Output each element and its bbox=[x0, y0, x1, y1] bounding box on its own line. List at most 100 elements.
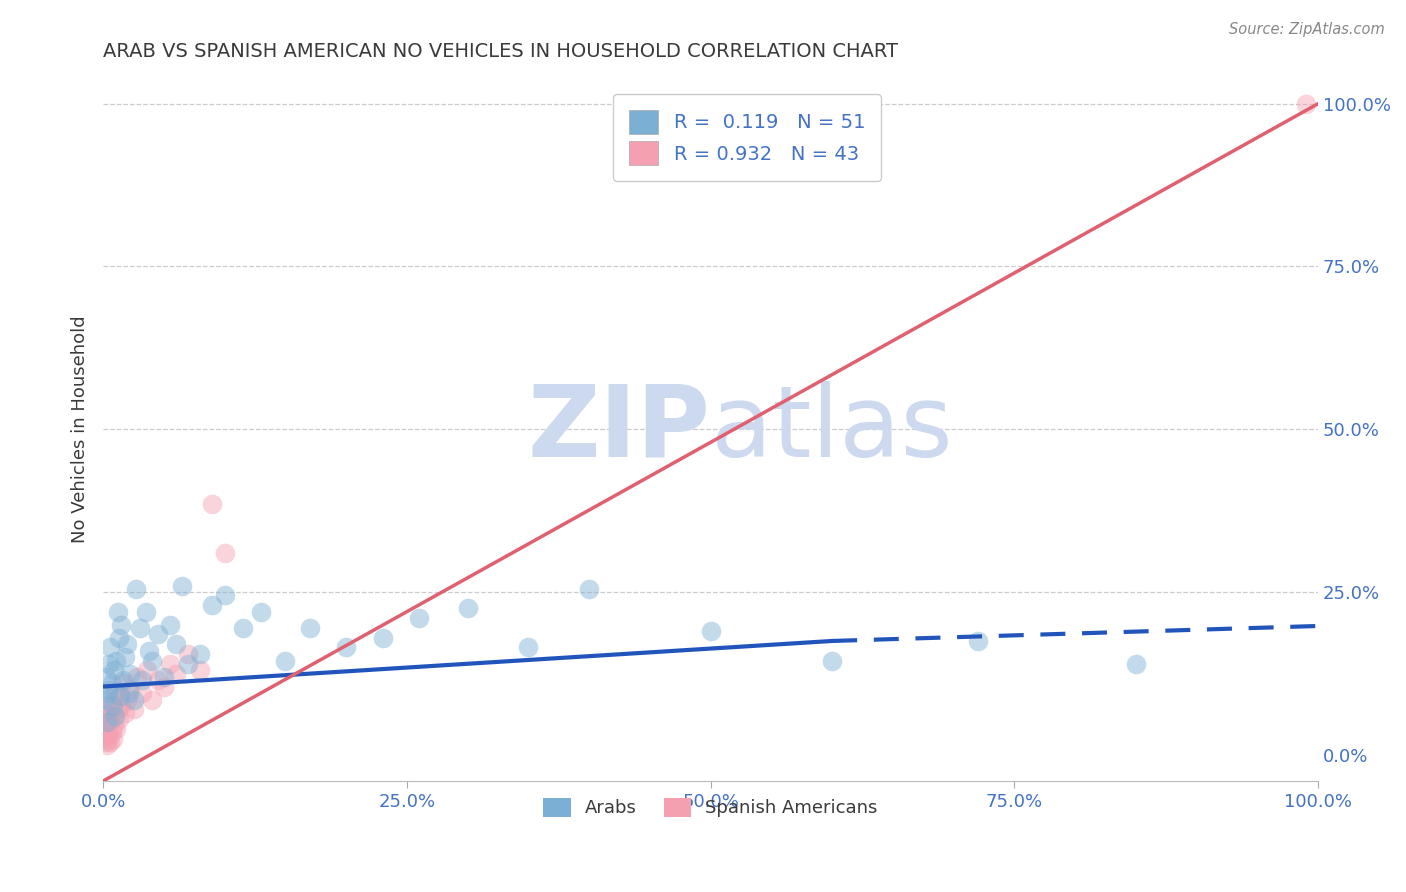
Point bbox=[188, 647, 211, 661]
Point bbox=[97, 731, 120, 746]
Point bbox=[214, 588, 236, 602]
Point bbox=[122, 702, 145, 716]
Point bbox=[101, 709, 124, 723]
Point bbox=[517, 640, 540, 655]
Point bbox=[96, 722, 118, 736]
Point bbox=[94, 709, 117, 723]
Point bbox=[135, 663, 157, 677]
Point bbox=[104, 709, 127, 723]
Point bbox=[201, 497, 224, 511]
Text: Source: ZipAtlas.com: Source: ZipAtlas.com bbox=[1229, 22, 1385, 37]
Point bbox=[177, 657, 200, 671]
Point bbox=[114, 706, 136, 720]
Point bbox=[110, 699, 132, 714]
Text: atlas: atlas bbox=[710, 381, 952, 478]
Point bbox=[1125, 657, 1147, 671]
Point bbox=[699, 624, 721, 639]
Point bbox=[232, 621, 254, 635]
Point bbox=[98, 657, 121, 671]
Point bbox=[93, 731, 115, 746]
Point bbox=[93, 692, 115, 706]
Point bbox=[100, 735, 122, 749]
Point bbox=[122, 692, 145, 706]
Point bbox=[93, 715, 115, 730]
Point bbox=[335, 640, 357, 655]
Point bbox=[96, 738, 118, 752]
Point bbox=[97, 712, 120, 726]
Point bbox=[135, 605, 157, 619]
Point bbox=[105, 722, 128, 736]
Point bbox=[103, 663, 125, 677]
Point bbox=[94, 670, 117, 684]
Y-axis label: No Vehicles in Household: No Vehicles in Household bbox=[72, 316, 89, 543]
Point bbox=[131, 673, 153, 687]
Point bbox=[201, 598, 224, 612]
Point bbox=[105, 653, 128, 667]
Legend: Arabs, Spanish Americans: Arabs, Spanish Americans bbox=[536, 791, 884, 825]
Point bbox=[165, 666, 187, 681]
Point bbox=[103, 718, 125, 732]
Text: ARAB VS SPANISH AMERICAN NO VEHICLES IN HOUSEHOLD CORRELATION CHART: ARAB VS SPANISH AMERICAN NO VEHICLES IN … bbox=[103, 42, 898, 61]
Point bbox=[100, 676, 122, 690]
Point bbox=[298, 621, 321, 635]
Point bbox=[100, 640, 122, 655]
Point bbox=[967, 634, 990, 648]
Point bbox=[1295, 96, 1317, 111]
Point bbox=[153, 670, 176, 684]
Point bbox=[371, 631, 394, 645]
Point bbox=[165, 637, 187, 651]
Text: ZIP: ZIP bbox=[527, 381, 710, 478]
Point bbox=[100, 696, 122, 710]
Point bbox=[98, 728, 121, 742]
Point bbox=[153, 680, 176, 694]
Point bbox=[96, 715, 118, 730]
Point bbox=[111, 676, 134, 690]
Point bbox=[408, 611, 430, 625]
Point bbox=[108, 690, 131, 704]
Point bbox=[118, 682, 141, 697]
Point bbox=[159, 617, 181, 632]
Point bbox=[457, 601, 479, 615]
Point bbox=[98, 706, 121, 720]
Point bbox=[131, 686, 153, 700]
Point bbox=[114, 650, 136, 665]
Point bbox=[118, 666, 141, 681]
Point bbox=[125, 582, 148, 596]
Point bbox=[117, 692, 139, 706]
Point bbox=[141, 692, 163, 706]
Point bbox=[108, 631, 131, 645]
Point bbox=[188, 663, 211, 677]
Point bbox=[172, 579, 194, 593]
Point bbox=[138, 644, 160, 658]
Point bbox=[104, 686, 127, 700]
Point bbox=[250, 605, 273, 619]
Point bbox=[94, 735, 117, 749]
Point bbox=[177, 647, 200, 661]
Point bbox=[578, 582, 600, 596]
Point bbox=[128, 621, 150, 635]
Point bbox=[274, 653, 297, 667]
Point bbox=[117, 686, 139, 700]
Point bbox=[108, 712, 131, 726]
Point bbox=[214, 546, 236, 560]
Point bbox=[127, 670, 149, 684]
Point bbox=[107, 702, 129, 716]
Point bbox=[98, 682, 121, 697]
Point bbox=[110, 617, 132, 632]
Point bbox=[100, 715, 122, 730]
Point bbox=[111, 673, 134, 687]
Point bbox=[101, 699, 124, 714]
Point bbox=[141, 653, 163, 667]
Point bbox=[97, 686, 120, 700]
Point bbox=[159, 657, 181, 671]
Point bbox=[146, 627, 169, 641]
Point bbox=[91, 728, 114, 742]
Point bbox=[100, 725, 122, 739]
Point bbox=[107, 605, 129, 619]
Point bbox=[97, 699, 120, 714]
Point bbox=[821, 653, 844, 667]
Point bbox=[117, 637, 139, 651]
Point bbox=[101, 731, 124, 746]
Point bbox=[108, 690, 131, 704]
Point bbox=[146, 673, 169, 687]
